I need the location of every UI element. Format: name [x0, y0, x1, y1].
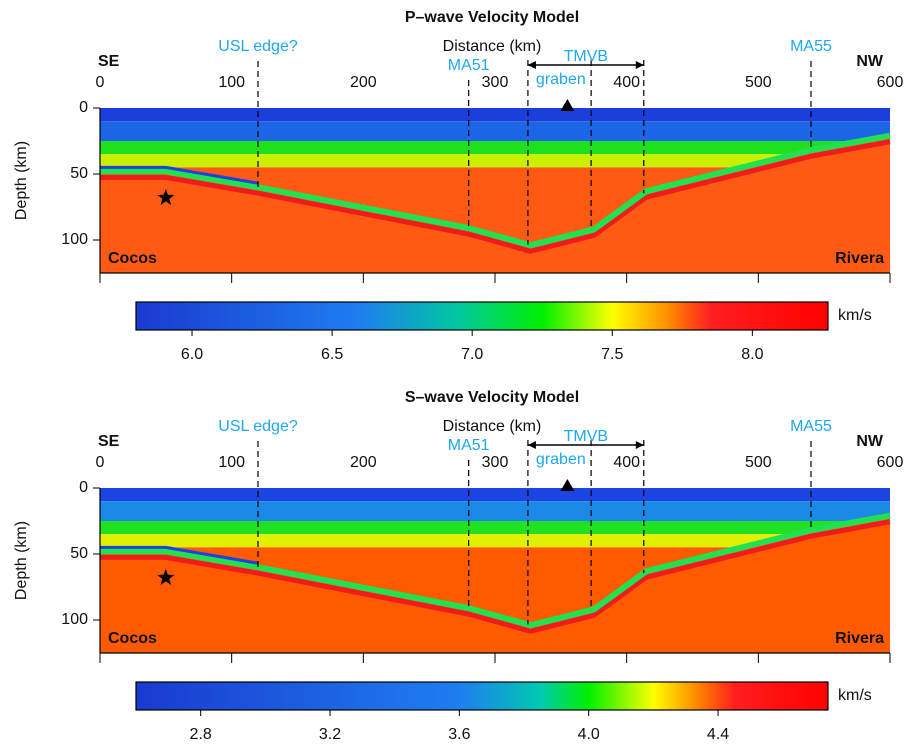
colorbar-tick-label: 6.5 [321, 346, 343, 363]
colorbar-frame [135, 301, 829, 331]
colorbar-tick-label: 3.6 [448, 726, 470, 743]
y-axis-label: Depth (km) [13, 521, 30, 600]
arrow-head [527, 61, 536, 69]
x-tick-label: 400 [613, 454, 640, 471]
colorbar-tick-label: 3.2 [319, 726, 341, 743]
x-tick-label: 0 [96, 74, 105, 91]
left-direction: SE [98, 433, 120, 450]
colorbar-segment [653, 682, 696, 710]
x-tick-label: 200 [350, 454, 377, 471]
y-axis-label: Depth (km) [13, 141, 30, 220]
marker-label: USL edge? [218, 418, 298, 435]
colorbar-segment [136, 682, 460, 710]
colorbar-segment [542, 302, 613, 330]
x-tick-label: 100 [218, 454, 245, 471]
slab-crust [100, 512, 891, 629]
x-tick-label: 500 [745, 74, 772, 91]
x-axis-label: Distance (km) [443, 38, 542, 55]
colorbar-unit: km/s [838, 307, 872, 324]
station [560, 479, 575, 491]
event-star [157, 568, 175, 585]
right-direction: NW [856, 433, 884, 450]
x-tick-label: 300 [482, 74, 509, 91]
velocity-layer [100, 108, 890, 122]
plate-label: Rivera [835, 630, 884, 647]
velocity-layer [100, 501, 890, 521]
colorbar-segment [734, 682, 829, 710]
velocity-layer [100, 488, 890, 502]
marker-label: MA51 [448, 57, 490, 74]
colorbar-tick-label: 7.5 [601, 346, 623, 363]
x-tick-label: 600 [877, 454, 904, 471]
colorbar-segment [360, 302, 459, 330]
marker-label: MA55 [790, 418, 832, 435]
velocity-layer [100, 534, 890, 548]
x-tick-label: 500 [745, 454, 772, 471]
plate-label: Cocos [108, 630, 157, 647]
plate-label: Rivera [835, 250, 884, 267]
left-direction: SE [98, 53, 120, 70]
colorbar-tick-label: 6.0 [181, 346, 203, 363]
x-tick-label: 400 [613, 74, 640, 91]
colorbar-tick-label: 4.4 [707, 726, 729, 743]
colorbar-segment [668, 302, 711, 330]
marker-label: USL edge? [218, 38, 298, 55]
velocity-layer [100, 141, 890, 155]
slab-upper [100, 545, 259, 565]
right-direction: NW [856, 53, 884, 70]
x-tick-label: 200 [350, 74, 377, 91]
slab-upper [100, 165, 259, 185]
slab-crust [100, 132, 891, 249]
slab-lower [100, 139, 891, 254]
x-axis-label: Distance (km) [443, 418, 542, 435]
x-tick-label: 100 [218, 74, 245, 91]
plate-label: Cocos [108, 250, 157, 267]
y-tick-label: 0 [79, 99, 88, 116]
span-sublabel: graben [536, 71, 586, 88]
span-label: TMVB [564, 428, 608, 445]
mantle-fill [100, 135, 890, 273]
station [560, 99, 575, 111]
colorbar-frame [135, 681, 829, 711]
colorbar-tick-label: 4.0 [578, 726, 600, 743]
colorbar-segment [540, 682, 590, 710]
chart-title: S–wave Velocity Model [405, 389, 579, 406]
colorbar-segment [136, 302, 361, 330]
colorbar-tick-label: 8.0 [741, 346, 763, 363]
y-tick-label: 100 [61, 231, 88, 248]
marker-label: MA55 [790, 38, 832, 55]
arrow-head [635, 61, 644, 69]
colorbar-segment [459, 682, 541, 710]
colorbar-segment [458, 302, 543, 330]
colorbar-segment [695, 682, 735, 710]
x-tick-label: 300 [482, 454, 509, 471]
span-sublabel: graben [536, 451, 586, 468]
event-star [157, 188, 175, 205]
velocity-layer [100, 121, 890, 141]
colorbar-segment [612, 302, 669, 330]
colorbar-tick-label: 7.0 [461, 346, 483, 363]
velocity-layer [100, 521, 890, 535]
colorbar-tick-label: 2.8 [190, 726, 212, 743]
chart-title: P–wave Velocity Model [405, 9, 579, 26]
arrow-head [527, 441, 536, 449]
y-tick-label: 100 [61, 611, 88, 628]
slab-lower [100, 519, 891, 634]
y-tick-label: 50 [70, 165, 88, 182]
y-tick-label: 0 [79, 479, 88, 496]
colorbar-unit: km/s [838, 687, 872, 704]
x-tick-label: 0 [96, 454, 105, 471]
mantle-fill [100, 515, 890, 653]
y-tick-label: 50 [70, 545, 88, 562]
x-tick-label: 600 [877, 74, 904, 91]
colorbar-segment [710, 302, 829, 330]
marker-label: MA51 [448, 437, 490, 454]
span-label: TMVB [564, 48, 608, 65]
velocity-layer [100, 154, 890, 168]
arrow-head [635, 441, 644, 449]
colorbar-segment [588, 682, 654, 710]
